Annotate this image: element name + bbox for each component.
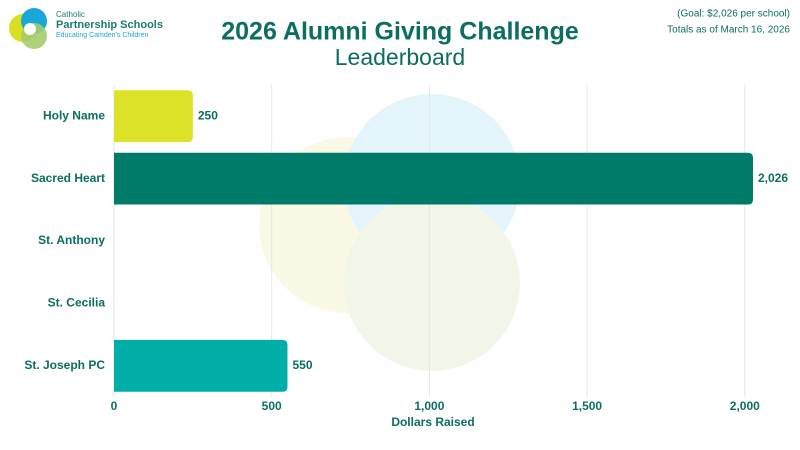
value-label: 2,026 — [758, 171, 788, 185]
y-tick-label: Holy Name — [43, 108, 105, 122]
bar — [114, 339, 288, 392]
x-tick-label: 500 — [262, 399, 282, 413]
bar — [114, 90, 193, 143]
logo-text: Catholic — [56, 10, 85, 19]
logo-text: Educating Camden's Children — [56, 32, 148, 39]
y-tick-label: St. Joseph PC — [24, 358, 105, 372]
y-tick-label: St. Cecilia — [48, 296, 106, 310]
x-tick-label: 1,000 — [414, 399, 444, 413]
watermark — [259, 94, 520, 371]
y-tick-label: St. Anthony — [38, 233, 105, 247]
x-axis-label: Dollars Raised — [391, 415, 474, 429]
chart-subtitle: Leaderboard — [335, 44, 465, 70]
x-tick-label: 1,500 — [572, 399, 602, 413]
logo — [9, 8, 47, 49]
logo-text: Partnership Schools — [56, 19, 163, 31]
annotation: (Goal: $2,026 per school) — [677, 9, 790, 20]
x-tick-label: 0 — [111, 399, 118, 413]
value-label: 550 — [292, 358, 312, 372]
annotation: Totals as of March 16, 2026 — [667, 25, 790, 36]
y-tick-label: Sacred Heart — [31, 171, 105, 185]
x-tick-label: 2,000 — [730, 399, 760, 413]
value-label: 250 — [198, 108, 218, 122]
bar — [114, 152, 753, 205]
chart-title: 2026 Alumni Giving Challenge — [221, 18, 579, 46]
